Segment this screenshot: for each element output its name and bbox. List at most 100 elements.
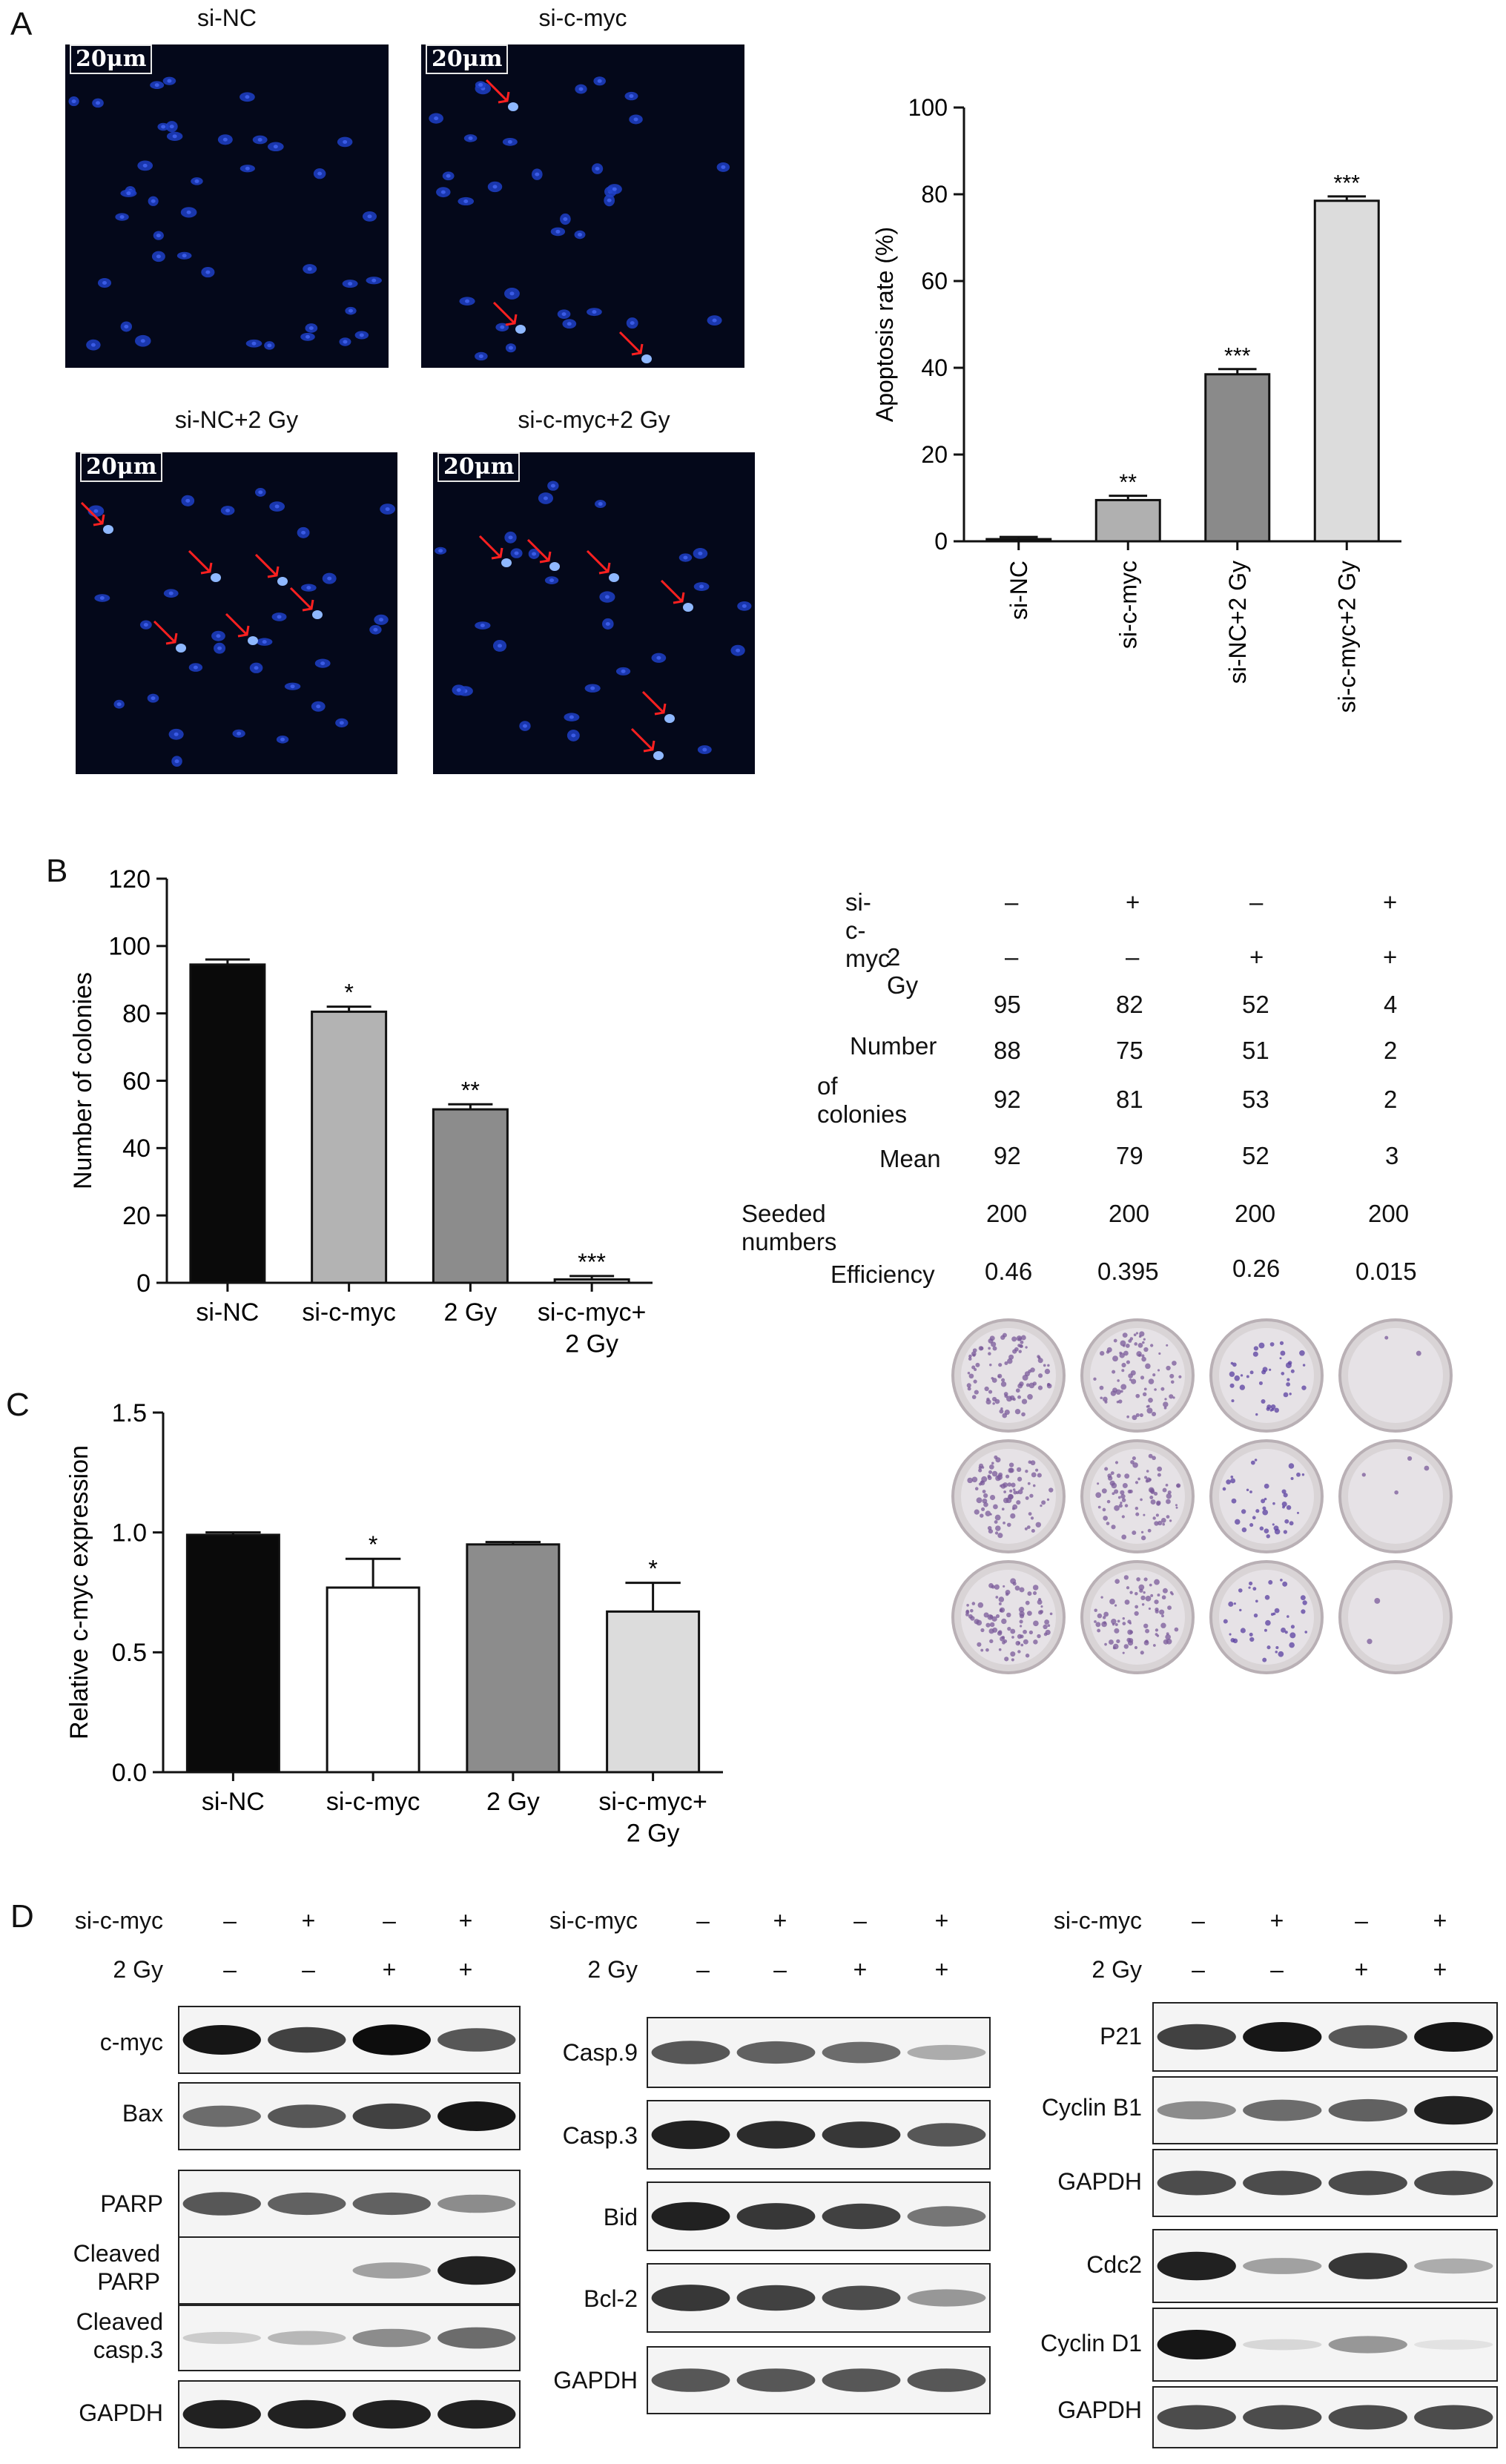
wb2-sign: – [853, 1907, 867, 1934]
bar [553, 1278, 630, 1284]
colony-spot [1037, 1385, 1043, 1390]
sign: – [1005, 943, 1019, 971]
wb1-2gy-label: 2 Gy [113, 1956, 163, 1983]
colony-spot [1374, 1598, 1381, 1604]
colony-spot [1394, 1490, 1398, 1495]
y-tick-label: 60 [921, 268, 948, 294]
colony-spot [1158, 1352, 1161, 1355]
colony-spot [1122, 1332, 1128, 1338]
culture-dish-inner [1348, 1570, 1443, 1665]
colony-spot [1030, 1516, 1034, 1520]
red-arrow [485, 79, 509, 102]
colony-spot [1018, 1606, 1025, 1613]
colony-spot [1162, 1487, 1167, 1493]
cell-nucleus-core [274, 504, 280, 509]
colony-spot [1000, 1381, 1007, 1387]
colony-spot [1123, 1575, 1129, 1580]
colony-spot [1109, 1599, 1115, 1605]
bar [432, 1108, 509, 1284]
colony-spot [1229, 1371, 1235, 1377]
wb3-sign: – [1355, 1907, 1368, 1934]
cell: 92 [994, 1086, 1021, 1113]
cell-nucleus-core [555, 229, 561, 234]
colony-spot [1110, 1471, 1114, 1476]
cell-nucleus-core [385, 507, 390, 512]
colony-spot [1009, 1489, 1013, 1493]
colony-spot [1037, 1473, 1042, 1478]
cell-nucleus-core [280, 737, 285, 741]
bar [189, 963, 266, 1284]
colony-spot [1014, 1409, 1021, 1415]
apoptotic-nucleus [176, 644, 186, 653]
colony-spot [1020, 1335, 1026, 1341]
colony-spot [992, 1346, 997, 1351]
y-tick-label: 1.0 [112, 1519, 147, 1548]
colony-spot [1284, 1519, 1289, 1524]
colony-spot [1302, 1364, 1306, 1367]
colony-spot [1103, 1516, 1108, 1521]
colony-spot [1032, 1484, 1036, 1487]
colony-spot [980, 1513, 984, 1518]
wb3-blot-cyclin-d1 [1152, 2308, 1498, 2382]
protein-band [268, 2192, 346, 2216]
colony-spot [1011, 1636, 1014, 1639]
colony-spot [1384, 1335, 1389, 1340]
cell-nucleus-core [569, 715, 574, 719]
significance-marker: ** [1119, 470, 1137, 495]
protein-band [1328, 2253, 1407, 2279]
colony-spot [1016, 1500, 1021, 1505]
colony-spot [1161, 1614, 1164, 1618]
protein-band [182, 2105, 261, 2127]
cell-nucleus-core [174, 732, 179, 736]
colony-spot [1032, 1591, 1037, 1596]
colony-spot [1123, 1344, 1126, 1347]
significance-marker: * [648, 1556, 658, 1582]
cell-nucleus-core [456, 688, 461, 693]
colony-spot [1040, 1605, 1043, 1608]
colony-spot [1015, 1388, 1020, 1393]
efficiency-cell: 0.395 [1097, 1258, 1159, 1285]
cell-nucleus-core [371, 278, 377, 283]
colony-spot [1027, 1591, 1032, 1596]
wb1-blot-cleaved-casp3 [178, 2305, 521, 2371]
sign: + [1383, 943, 1398, 971]
chart-number-of-colonies: 0 20 40 60 80 100 120 Number of colonies si-NC * s… [69, 865, 653, 1358]
colony-spot [998, 1648, 1002, 1651]
colony-spot [1290, 1477, 1294, 1481]
red-arrow-head [491, 547, 503, 560]
wb2-blot-bid [647, 2181, 991, 2251]
colony-spot [1157, 1473, 1161, 1477]
colony-spot [1132, 1530, 1137, 1536]
red-arrow-head [643, 740, 655, 753]
protein-band [736, 2121, 816, 2149]
colony-spot [1140, 1535, 1146, 1541]
colony-spot [967, 1387, 971, 1391]
colony-spot [1283, 1530, 1288, 1534]
cell-nucleus-core [509, 291, 515, 296]
colony-spot [1111, 1525, 1116, 1530]
colony-spot [1140, 1595, 1146, 1601]
red-arrow [254, 553, 278, 577]
y-tick-label: 120 [108, 865, 151, 894]
apoptotic-nucleus [683, 603, 693, 612]
colony-spot [1031, 1472, 1037, 1478]
colony-spot [1049, 1612, 1053, 1616]
cell-nucleus-core [621, 669, 626, 673]
protein-band [822, 2041, 901, 2064]
colony-spot [1261, 1499, 1266, 1504]
x-tick-label: si-NC [202, 1788, 265, 1816]
colony-spot [1138, 1335, 1142, 1338]
colony-spot [1301, 1385, 1307, 1390]
protein-band [1243, 2099, 1322, 2121]
colony-spot [997, 1474, 1003, 1480]
cell-nucleus-core [571, 733, 576, 738]
colony-spot [1112, 1387, 1117, 1393]
colony-spot [988, 1464, 994, 1470]
wb3-sign: + [1269, 1907, 1284, 1934]
protein-band [1157, 2101, 1236, 2120]
colony-spot [1126, 1360, 1130, 1364]
cell-nucleus-core [172, 134, 177, 139]
colony-spot [1241, 1509, 1246, 1514]
colony-spot [1010, 1578, 1017, 1585]
colony-spot [1027, 1482, 1031, 1485]
